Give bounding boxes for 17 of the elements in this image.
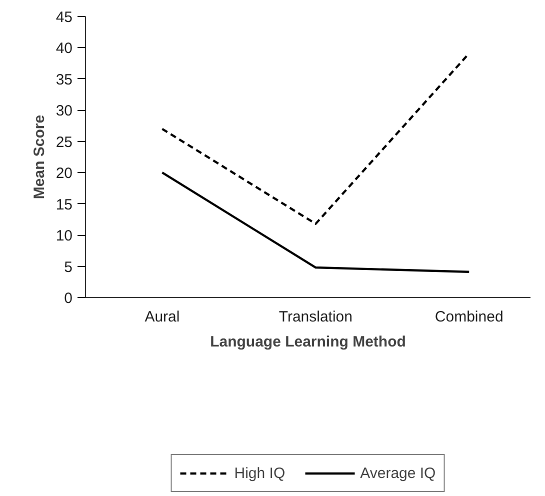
x-tick-label: Combined xyxy=(434,308,504,326)
y-tick-label: 10 xyxy=(56,228,73,245)
y-tick-label: 30 xyxy=(56,102,73,120)
y-tick-label: 40 xyxy=(56,40,73,58)
y-tick-label: 15 xyxy=(56,196,73,214)
y-tick-label: 25 xyxy=(56,134,73,151)
y-axis-title: Mean Score xyxy=(30,114,48,200)
y-tick-label: 45 xyxy=(56,9,73,26)
x-tick-label: Translation xyxy=(278,308,353,326)
y-tick-label: 20 xyxy=(56,165,73,182)
legend-label: High IQ xyxy=(234,464,286,482)
y-tick-label: 35 xyxy=(56,71,73,88)
legend-label: Average IQ xyxy=(360,464,436,482)
y-tick-label: 0 xyxy=(64,290,72,307)
y-tick-label: 5 xyxy=(64,258,72,276)
x-axis-title: Language Learning Method xyxy=(210,334,406,350)
x-tick-label: Aural xyxy=(144,308,180,326)
